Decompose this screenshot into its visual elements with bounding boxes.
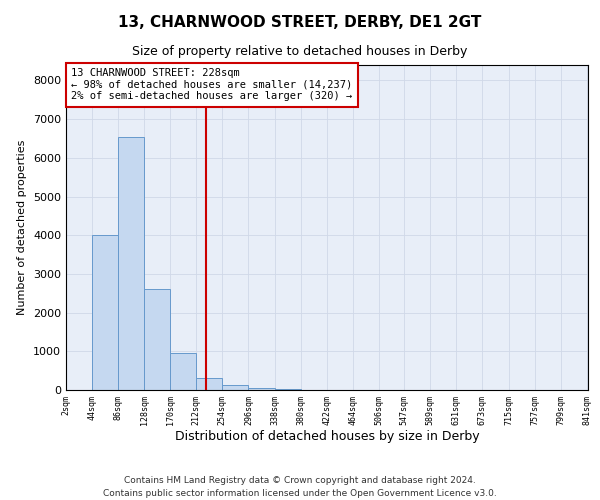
Bar — [170, 353, 196, 390]
Bar — [248, 388, 275, 390]
Bar — [223, 385, 248, 390]
Text: 13 CHARNWOOD STREET: 228sqm
← 98% of detached houses are smaller (14,237)
2% of : 13 CHARNWOOD STREET: 228sqm ← 98% of det… — [71, 68, 352, 102]
X-axis label: Distribution of detached houses by size in Derby: Distribution of detached houses by size … — [175, 430, 479, 444]
Text: 13, CHARNWOOD STREET, DERBY, DE1 2GT: 13, CHARNWOOD STREET, DERBY, DE1 2GT — [118, 15, 482, 30]
Y-axis label: Number of detached properties: Number of detached properties — [17, 140, 28, 315]
Text: Size of property relative to detached houses in Derby: Size of property relative to detached ho… — [133, 45, 467, 58]
Bar — [144, 290, 170, 390]
Bar — [196, 378, 223, 390]
Bar — [92, 235, 118, 390]
Text: Contains HM Land Registry data © Crown copyright and database right 2024.
Contai: Contains HM Land Registry data © Crown c… — [103, 476, 497, 498]
Bar — [118, 136, 144, 390]
